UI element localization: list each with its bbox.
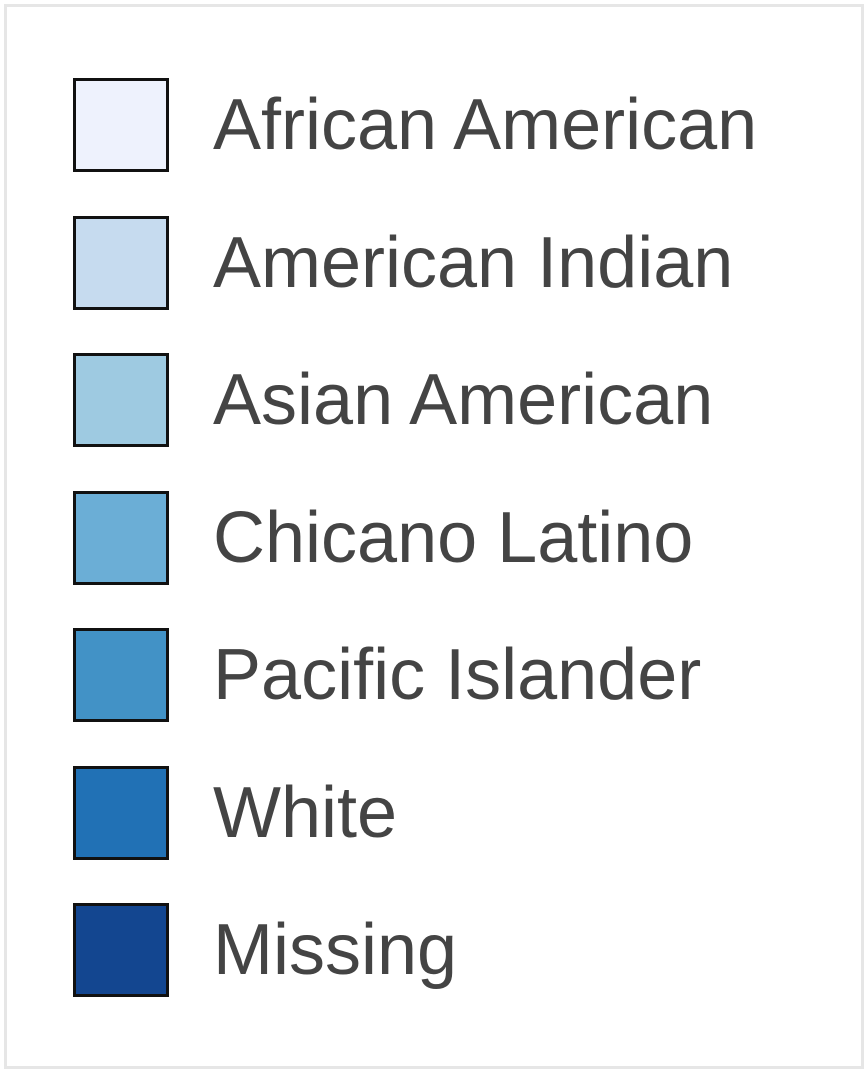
legend-swatch xyxy=(73,215,169,310)
legend-list: African American American Indian Asian A… xyxy=(73,75,757,1000)
legend-label: Pacific Islander xyxy=(213,635,702,715)
legend-swatch xyxy=(73,765,169,860)
legend-item-american-indian: American Indian xyxy=(73,213,757,313)
legend-label: American Indian xyxy=(213,222,734,303)
legend-item-african-american: African American xyxy=(73,75,757,175)
legend-swatch xyxy=(73,903,169,997)
legend-label: Asian American xyxy=(213,360,714,440)
legend-label: Missing xyxy=(213,910,458,990)
legend-swatch xyxy=(73,78,169,172)
legend-label: African American xyxy=(213,85,758,165)
legend-item-asian-american: Asian American xyxy=(73,350,757,450)
legend-panel: African American American Indian Asian A… xyxy=(4,4,864,1069)
legend-item-pacific-islander: Pacific Islander xyxy=(73,625,757,725)
legend-swatch xyxy=(73,628,169,722)
legend-label: Chicano Latino xyxy=(213,497,694,578)
legend-item-missing: Missing xyxy=(73,900,757,1000)
legend-label: White xyxy=(213,772,398,853)
legend-swatch xyxy=(73,353,169,447)
legend-swatch xyxy=(73,490,169,585)
legend-item-chicano-latino: Chicano Latino xyxy=(73,488,757,588)
legend-item-white: White xyxy=(73,763,757,863)
